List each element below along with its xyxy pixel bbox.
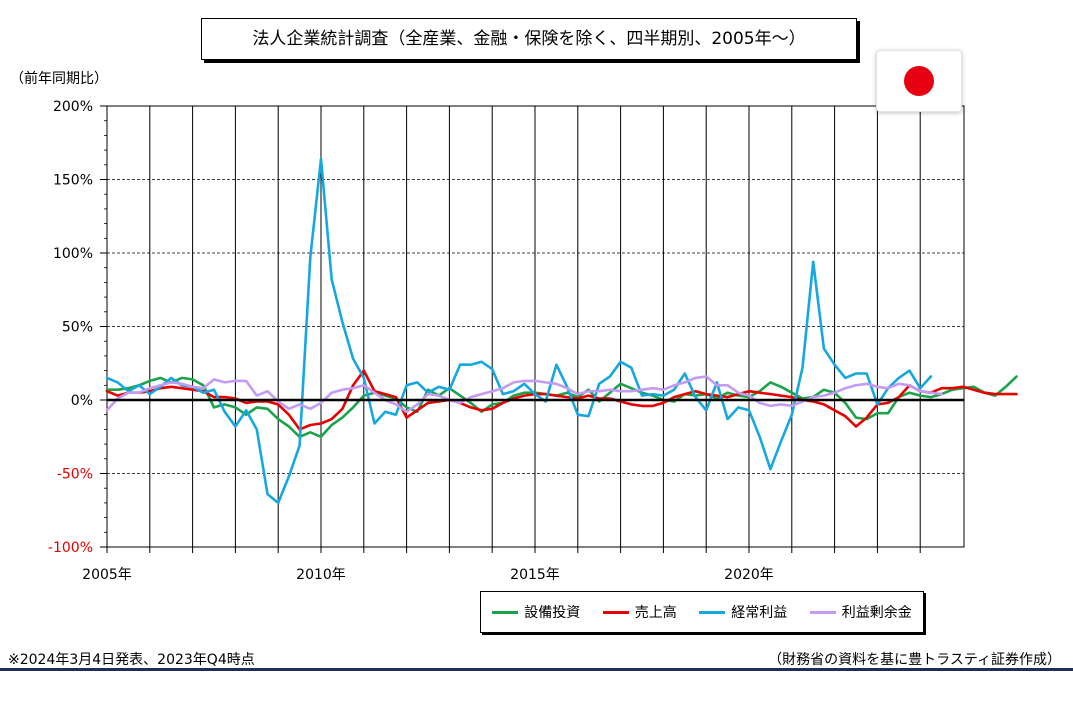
axes [100, 105, 965, 553]
y-tick-label: 200% [53, 99, 93, 115]
footnote-source: （財務省の資料を基に豊トラスティ証券作成） [768, 652, 1061, 668]
legend-label-retained-earnings: 利益剰余金 [841, 605, 912, 621]
series-line-2 [105, 157, 933, 505]
japan-flag-icon [904, 66, 934, 96]
x-tick-label: 2010年 [296, 567, 346, 583]
bottom-rule [0, 668, 1073, 671]
x-tick-label: 2005年 [82, 567, 132, 583]
legend: 設備投資 売上高 経常利益 利益剰余金 [480, 591, 924, 633]
series-lines [105, 157, 1018, 505]
legend-swatch-capex [492, 610, 519, 614]
tick-labels: 200% 150% 100% 50% 0% -50% -100% 2005年 2010年 2015… [48, 99, 774, 583]
legend-label-capex: 設備投資 [524, 605, 581, 621]
y-unit-label: （前年同期比） [10, 71, 108, 87]
legend-swatch-ordinary-profit [699, 610, 726, 614]
series-line-3 [105, 375, 943, 414]
legend-item-sales: 売上高 [602, 602, 677, 622]
y-tick-label: 0% [71, 393, 93, 409]
y-tick-label: 50% [62, 320, 93, 336]
x-tick-label: 2020年 [724, 567, 774, 583]
series-line-1 [105, 369, 1018, 431]
y-tick-label: -50% [57, 467, 93, 483]
legend-item-capex: 設備投資 [492, 602, 580, 622]
legend-label-sales: 売上高 [634, 605, 677, 621]
legend-swatch-retained-earnings [809, 610, 836, 614]
legend-item-ordinary-profit: 経常利益 [699, 602, 787, 622]
legend-label-ordinary-profit: 経常利益 [731, 605, 788, 621]
y-tick-label: 150% [53, 173, 93, 189]
y-tick-label: 100% [53, 246, 93, 262]
legend-item-retained-earnings: 利益剰余金 [809, 602, 912, 622]
flag-card [876, 50, 962, 112]
x-tick-label: 2015年 [510, 567, 560, 583]
y-tick-label: -100% [48, 540, 93, 556]
legend-swatch-sales [602, 610, 629, 614]
grid-lines [107, 106, 964, 553]
chart-title: 法人企業統計調査（全産業、金融・保険を除く、四半期別、2005年～） [201, 18, 857, 60]
footnote-release-date: ※2024年3月4日発表、2023年Q4時点 [8, 652, 255, 668]
